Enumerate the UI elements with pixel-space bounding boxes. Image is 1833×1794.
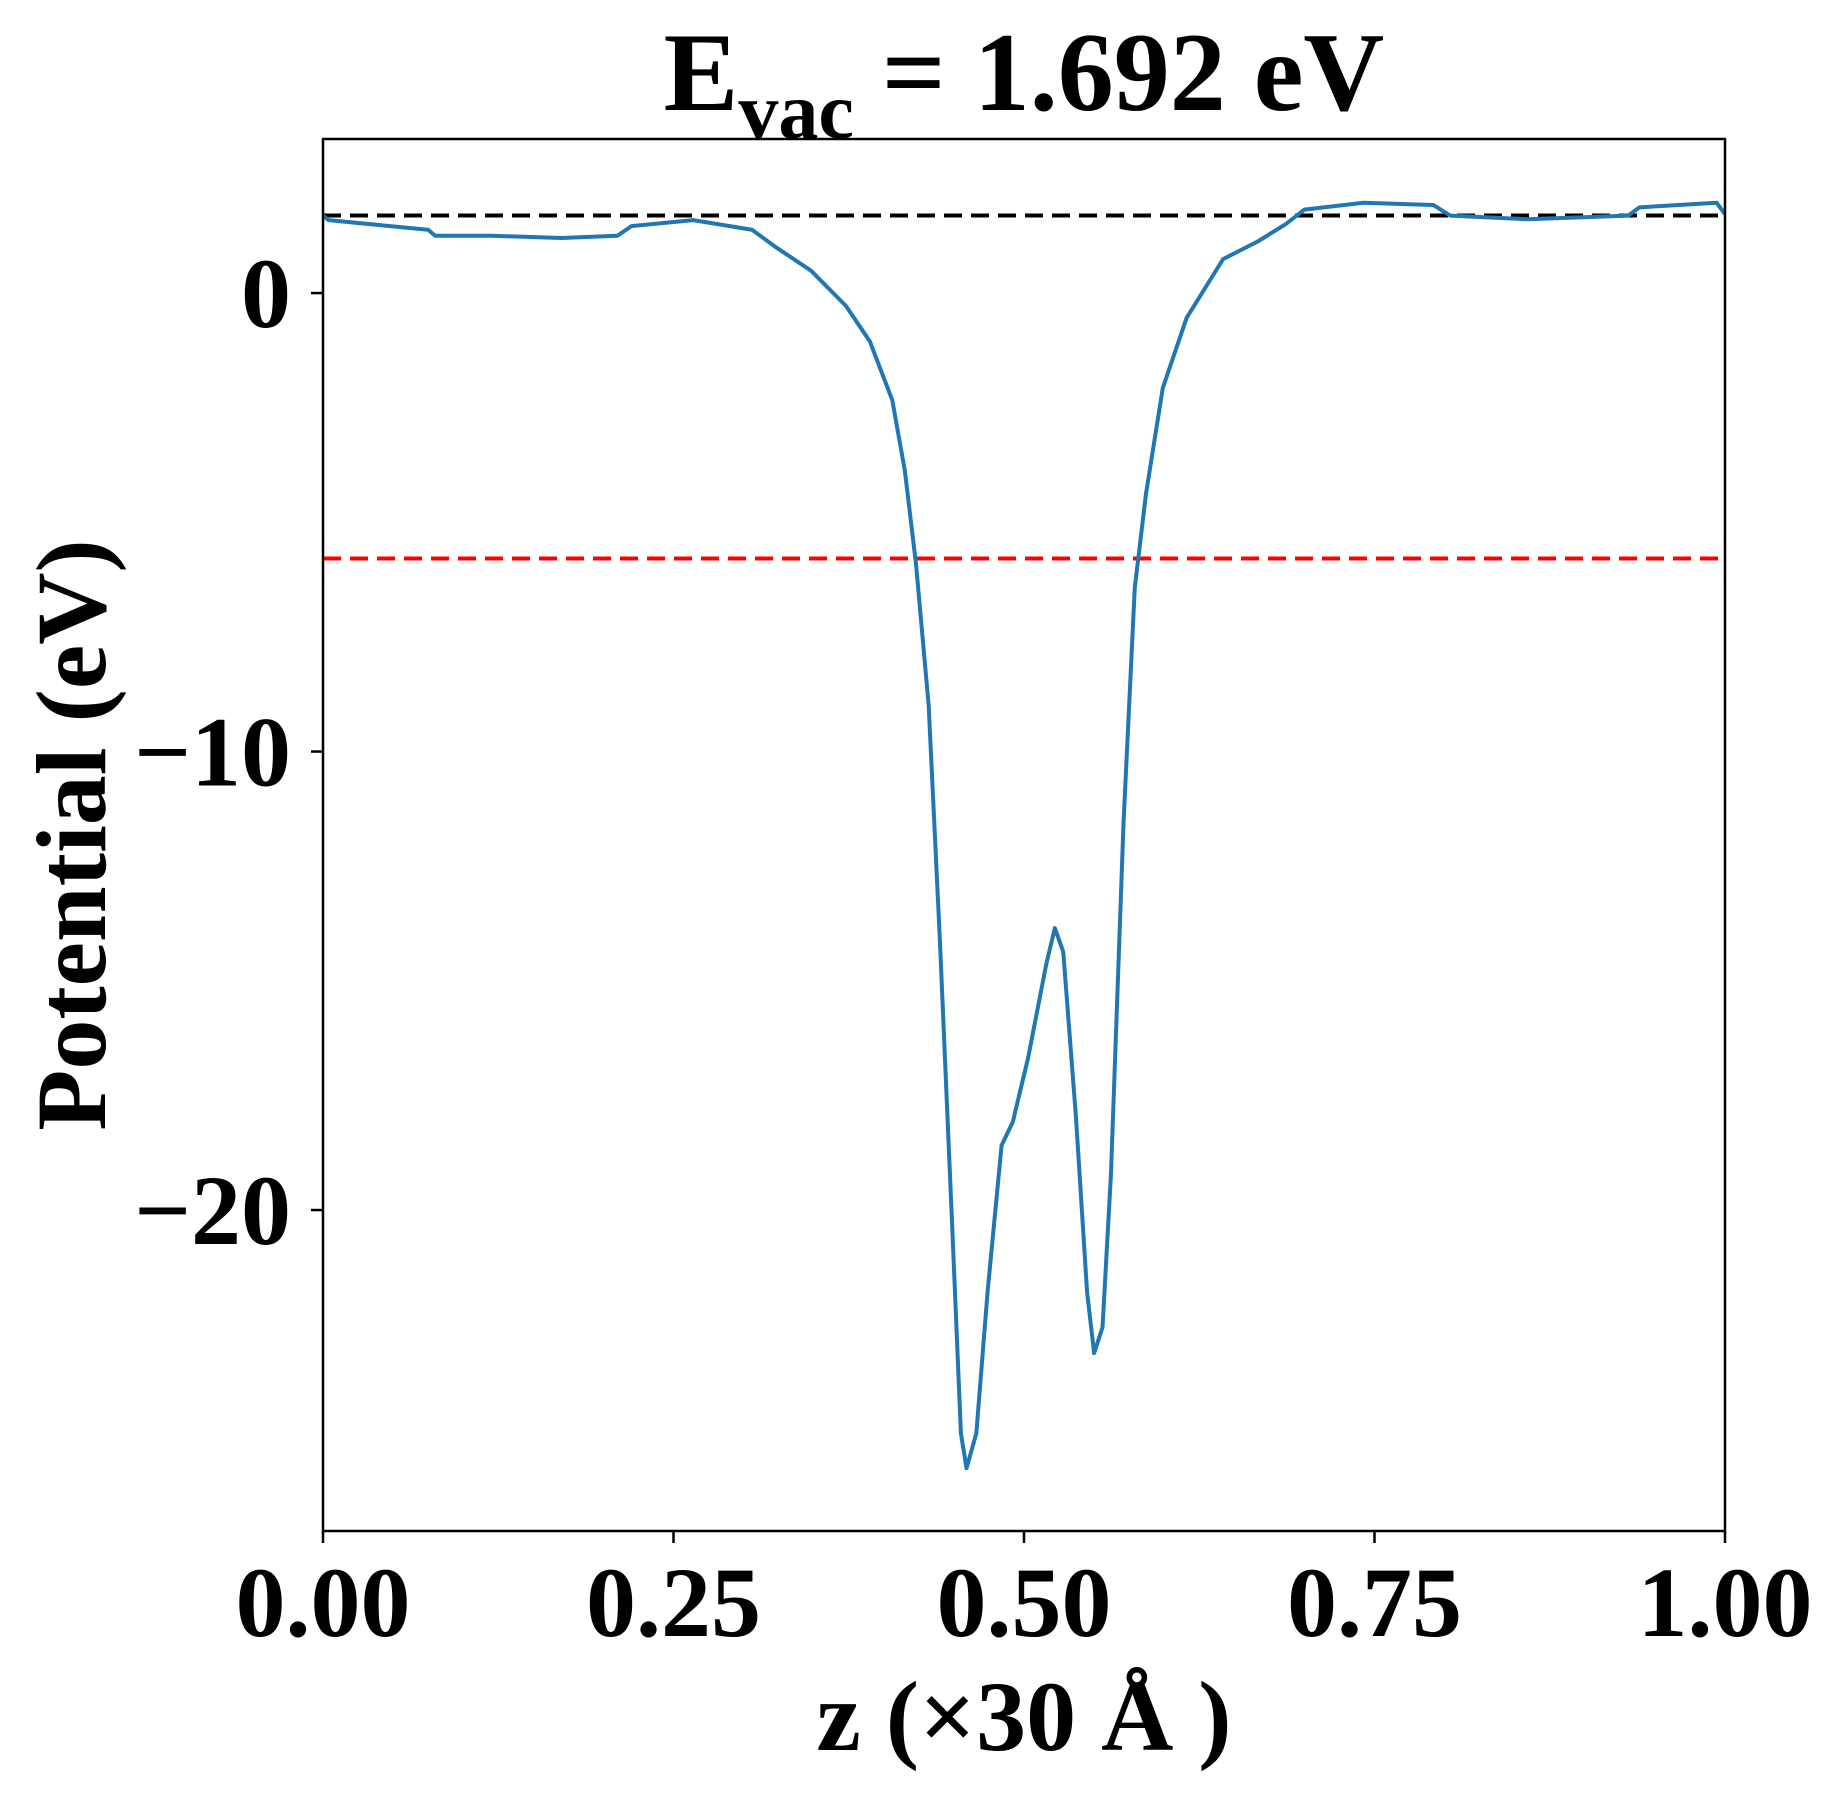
x-tick-label: 0.50	[937, 1547, 1112, 1658]
title-subscript: vac	[738, 68, 854, 156]
plot-frame	[321, 137, 1727, 1533]
y-tick-label: −20	[134, 1155, 291, 1266]
title-rest: = 1.692 eV	[854, 11, 1384, 135]
y-axis-label: Potential (eV)	[16, 539, 127, 1130]
title-main: E	[664, 11, 739, 135]
x-tick-label: 1.00	[1638, 1547, 1813, 1658]
chart-title: Evac = 1.692 eV	[664, 11, 1385, 156]
y-tick-label: −10	[134, 697, 291, 808]
x-tick-label: 0.00	[236, 1547, 411, 1658]
data-line	[321, 200, 1727, 1471]
x-axis-label: z (×30 Å )	[816, 1661, 1231, 1772]
x-tick-label: 0.75	[1287, 1547, 1462, 1658]
x-tick-label: 0.25	[586, 1547, 761, 1658]
y-tick-label: 0	[241, 238, 291, 349]
